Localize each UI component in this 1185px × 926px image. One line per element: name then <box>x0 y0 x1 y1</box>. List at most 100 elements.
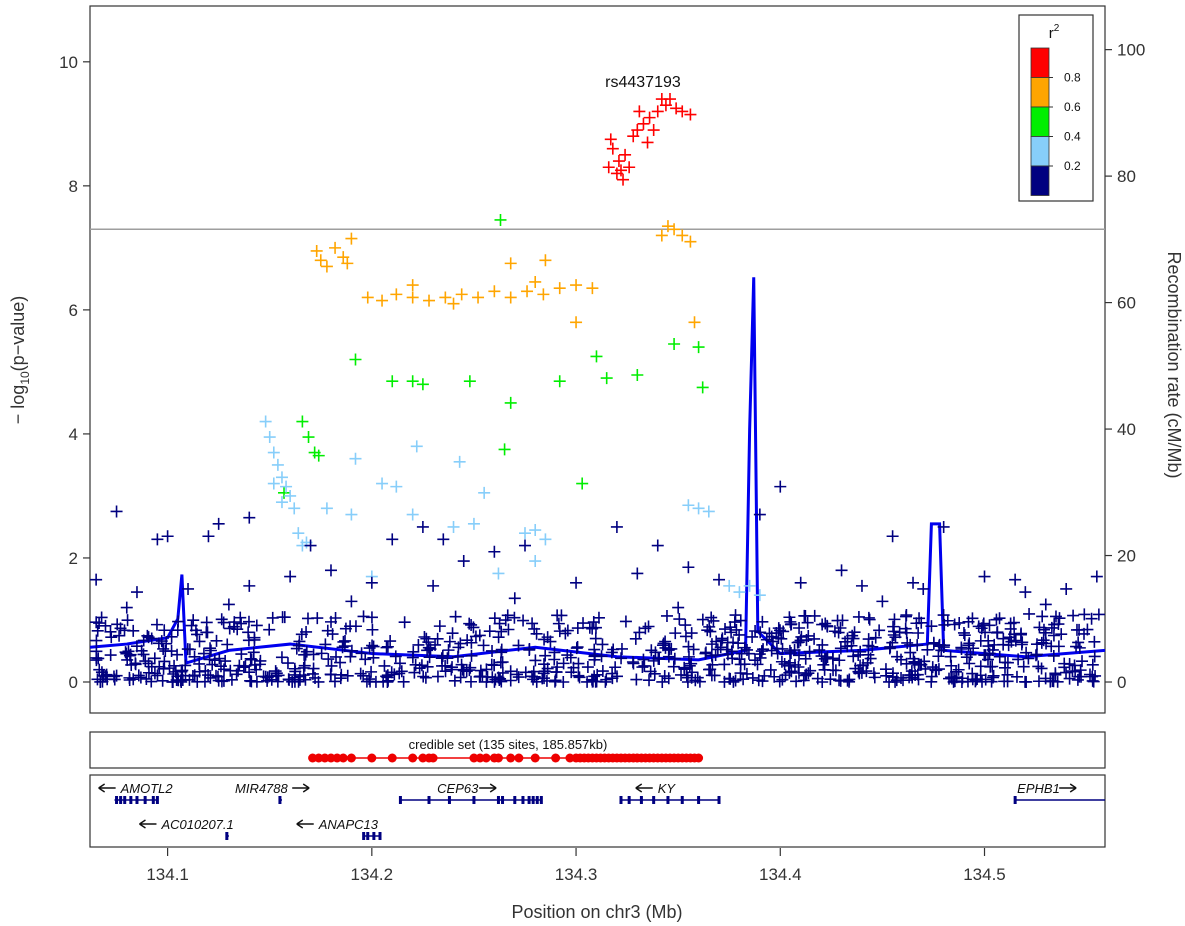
snp-point-background <box>653 653 666 665</box>
snp-point-background <box>596 638 609 651</box>
snp-point <box>637 117 650 130</box>
snp-point <box>329 241 342 254</box>
gene-exon <box>1013 796 1017 804</box>
snp-point <box>488 285 501 298</box>
snp-point-background <box>1066 665 1079 678</box>
snp-point-background <box>638 659 651 672</box>
snp-point-background <box>185 619 198 632</box>
snp-point <box>90 573 103 586</box>
snp-point-background <box>328 675 341 688</box>
legend-title-superscript: 2 <box>1054 23 1060 34</box>
snp-point-background <box>708 669 721 682</box>
snp-point-background <box>971 673 984 686</box>
snp-point-background <box>1047 629 1060 642</box>
legend-color-box <box>1030 106 1050 137</box>
snp-point <box>243 511 256 524</box>
snp-point-background <box>963 637 976 650</box>
snp-point-background <box>669 627 682 640</box>
y-tick-label: 8 <box>69 177 78 196</box>
snp-point-background <box>398 616 411 629</box>
gene-exon <box>639 796 643 804</box>
snp-point-background <box>734 614 747 627</box>
snp-point-background <box>699 646 712 659</box>
gene-label: AC010207.1 <box>160 817 233 832</box>
snp-point-background <box>227 620 240 633</box>
snp-point-background <box>1016 636 1029 649</box>
snp-point-background <box>367 651 380 664</box>
snp-point-background <box>139 655 152 668</box>
snp-point-background <box>465 649 478 662</box>
snp-point-background <box>99 619 112 632</box>
snp-point-background <box>93 663 106 676</box>
snp-point-background <box>821 651 834 664</box>
snp-point-background <box>957 626 970 639</box>
snp-point-background <box>933 638 946 651</box>
snp-point-background <box>179 659 192 672</box>
snp-point-background <box>454 637 467 650</box>
snp-point-background <box>667 660 680 673</box>
snp-point-background <box>415 659 428 672</box>
snp-point-background <box>171 670 184 683</box>
snp-point-background <box>552 617 565 630</box>
snp-point-background <box>768 670 781 683</box>
snp-point <box>504 291 517 304</box>
snp-point-background <box>417 670 430 683</box>
snp-point <box>312 449 325 462</box>
snp-point-background <box>852 648 865 661</box>
snp-point <box>668 337 681 350</box>
legend-color-box <box>1030 77 1050 108</box>
snp-point-background <box>854 659 867 672</box>
snp-point-background <box>517 614 530 627</box>
snp-point-background <box>90 645 103 658</box>
snp-point <box>672 601 685 614</box>
y-axis-right-label: Recombination rate (cM/Mb) <box>1164 251 1184 478</box>
x-tick-label: 134.5 <box>963 865 1006 884</box>
snp-point <box>271 458 284 471</box>
snp-point-background <box>206 658 219 671</box>
snp-point-background <box>127 624 140 637</box>
credible-set-point <box>346 753 356 763</box>
gene-direction-arrow <box>479 783 497 793</box>
snp-point-background <box>165 645 178 658</box>
snp-point-background <box>963 657 976 670</box>
gene-exon <box>155 796 159 804</box>
gene-exon <box>666 796 670 804</box>
snp-point-background <box>217 674 230 687</box>
snp-point-background <box>142 657 155 670</box>
snp-point <box>1090 570 1103 583</box>
credible-set-point <box>367 753 377 763</box>
snp-point-background <box>791 636 804 649</box>
snp-point <box>702 505 715 518</box>
snp-point <box>161 530 174 543</box>
snp-point-background <box>709 649 722 662</box>
legend-label: 0.2 <box>1064 159 1081 173</box>
snp-point-background <box>119 646 132 659</box>
snp-point-background <box>718 658 731 671</box>
snp-point <box>457 555 470 568</box>
snp-point-background <box>541 662 554 675</box>
snp-point-background <box>912 626 925 639</box>
snp-point <box>275 496 288 509</box>
snp-point-background <box>993 650 1006 663</box>
snp-point-background <box>344 650 357 663</box>
snp-point-background <box>682 640 695 653</box>
snp-point-background <box>292 639 305 652</box>
snp-point-background <box>474 664 487 677</box>
association-panel: rs4437193 0 2 4 6 8 10 0 20 40 60 80 100 − log10(p… <box>8 5 1184 714</box>
snp-point-background <box>230 668 243 681</box>
snp-point-background <box>636 661 649 674</box>
snp-point <box>682 561 695 574</box>
snp-point-background <box>619 615 632 628</box>
snp-point-background <box>742 647 755 660</box>
snp-point-background <box>1017 660 1030 673</box>
snp-point <box>390 480 403 493</box>
snp-point-background <box>821 619 834 632</box>
snp-point-background <box>181 643 194 656</box>
gene-exon <box>366 832 370 840</box>
snp-point <box>310 244 323 257</box>
snp-point-background <box>1078 627 1091 640</box>
snp-point-background <box>1019 675 1032 688</box>
snp-point <box>478 486 491 499</box>
snp-point <box>488 545 501 558</box>
y2-tick-label: 80 <box>1117 167 1136 186</box>
